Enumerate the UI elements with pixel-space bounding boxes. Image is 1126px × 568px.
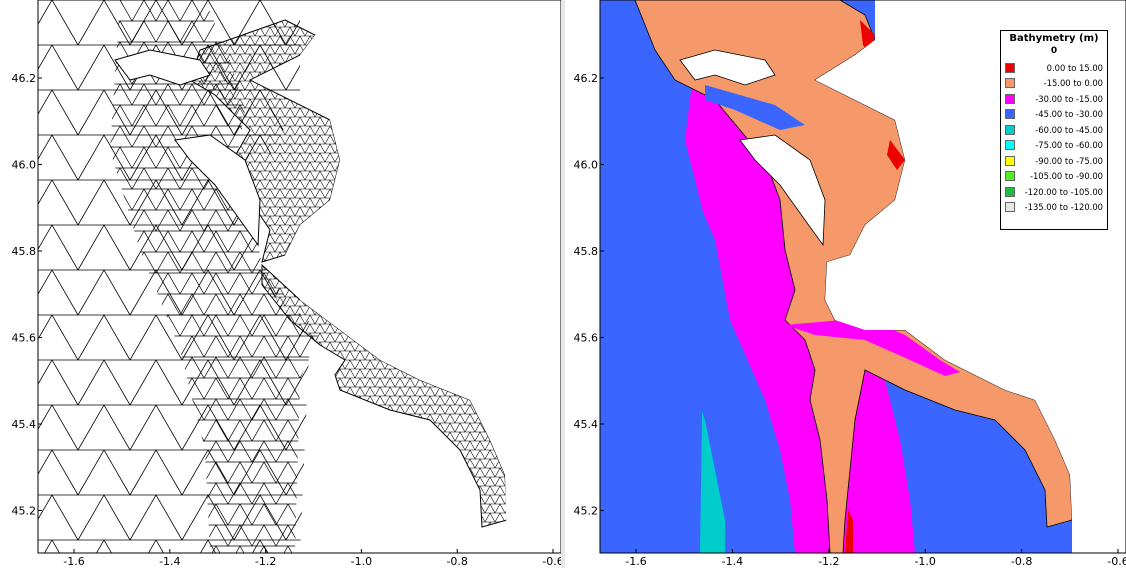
x-tick-label: -1.2 bbox=[255, 555, 276, 568]
y-tick-label: 45.4 bbox=[12, 418, 37, 431]
legend-title: Bathymetry (m) bbox=[1009, 33, 1099, 44]
y-tick-label: 45.6 bbox=[12, 332, 37, 345]
right-plot-frame bbox=[599, 0, 1126, 554]
magenta-channel bbox=[785, 318, 960, 376]
depth-zone-45-30 bbox=[600, 0, 705, 553]
x-tick-label: -1.2 bbox=[818, 555, 839, 568]
x-tick-label: -0.8 bbox=[1011, 555, 1032, 568]
x-tick-label: -0.6 bbox=[1107, 555, 1126, 568]
legend-item: -120.00 to -105.00 bbox=[1001, 184, 1107, 200]
y-tick-label: 45.4 bbox=[574, 418, 599, 431]
legend-items: 0.00 to 15.00 -15.00 to 0.00 -30.00 to -15… bbox=[1001, 60, 1107, 215]
x-tick-label: -0.6 bbox=[542, 555, 561, 568]
x-tick-label: -1.0 bbox=[351, 555, 372, 568]
x-tick-label: -1.4 bbox=[722, 555, 743, 568]
y-tick-label: 45.2 bbox=[574, 505, 599, 518]
y-tick-label: 45.8 bbox=[574, 245, 599, 258]
legend-swatch bbox=[1005, 78, 1015, 89]
legend-label: -45.00 to -30.00 bbox=[1035, 109, 1103, 120]
y-tick-label: 45.6 bbox=[574, 332, 599, 345]
mesh-panel: -1.6 -1.4 -1.2 -1.0 -0.8 -0.6 46.2 46.0 45.8 45.… bbox=[12, 0, 561, 568]
panel-separator bbox=[561, 0, 565, 568]
x-tick-label: -1.0 bbox=[914, 555, 935, 568]
left-y-axis: 46.2 46.0 45.8 45.6 45.4 45.2 bbox=[12, 72, 42, 518]
legend-label: -135.00 to -120.00 bbox=[1024, 202, 1103, 213]
island-re bbox=[114, 49, 211, 86]
x-tick-label: -1.4 bbox=[159, 555, 180, 568]
legend-swatch bbox=[1005, 93, 1015, 104]
legend-swatch bbox=[1005, 62, 1015, 73]
legend-item: -135.00 to -120.00 bbox=[1001, 200, 1107, 216]
legend-item: -60.00 to -45.00 bbox=[1001, 122, 1107, 138]
y-tick-label: 46.0 bbox=[12, 159, 37, 172]
legend-item: -75.00 to -60.00 bbox=[1001, 138, 1107, 154]
legend-item: -90.00 to -75.00 bbox=[1001, 153, 1107, 169]
land-area bbox=[285, 35, 561, 553]
legend-item: -105.00 to -90.00 bbox=[1001, 169, 1107, 185]
y-tick-label: 46.2 bbox=[12, 72, 37, 85]
legend-item: 0.00 to 15.00 bbox=[1001, 60, 1107, 76]
x-tick-label: -1.6 bbox=[63, 555, 84, 568]
legend-label: 0.00 to 15.00 bbox=[1046, 62, 1103, 73]
island-oleron bbox=[739, 134, 826, 247]
x-tick-label: -1.6 bbox=[625, 555, 646, 568]
x-tick-label: -0.8 bbox=[446, 555, 467, 568]
red-coast-3 bbox=[845, 510, 853, 553]
legend-swatch bbox=[1005, 140, 1015, 151]
y-tick-label: 46.0 bbox=[574, 159, 599, 172]
island-oleron bbox=[174, 134, 261, 247]
legend-label: -120.00 to -105.00 bbox=[1024, 186, 1103, 197]
legend-label: -15.00 to 0.00 bbox=[1043, 78, 1103, 89]
legend-swatch bbox=[1005, 186, 1015, 197]
right-y-axis: 46.2 46.0 45.8 45.6 45.4 45.2 bbox=[574, 72, 604, 518]
red-coast-2 bbox=[887, 140, 905, 170]
left-x-axis: -1.6 -1.4 -1.2 -1.0 -0.8 -0.6 bbox=[63, 549, 561, 568]
bathymetry-legend: Bathymetry (m) 0 0.00 to 15.00 -15.00 to … bbox=[1000, 30, 1108, 230]
legend-swatch bbox=[1005, 171, 1015, 182]
legend-item: -30.00 to -15.00 bbox=[1001, 91, 1107, 107]
legend-label: -60.00 to -45.00 bbox=[1035, 124, 1103, 135]
left-plot-frame bbox=[37, 0, 561, 554]
legend-swatch bbox=[1005, 155, 1015, 166]
legend-swatch bbox=[1005, 109, 1015, 120]
mesh-nearshore-region bbox=[110, 0, 320, 553]
y-tick-label: 46.2 bbox=[574, 72, 599, 85]
y-tick-label: 45.8 bbox=[12, 245, 37, 258]
mesh-estuary-region bbox=[189, 19, 341, 263]
legend-swatch bbox=[1005, 124, 1015, 135]
island-re bbox=[679, 49, 776, 86]
right-x-axis: -1.6 -1.4 -1.2 -1.0 -0.8 -0.6 bbox=[625, 549, 1126, 568]
y-tick-label: 45.2 bbox=[12, 505, 37, 518]
legend-label: -75.00 to -60.00 bbox=[1035, 140, 1103, 151]
legend-item: -15.00 to 0.00 bbox=[1001, 76, 1107, 92]
legend-swatch bbox=[1005, 202, 1015, 213]
magenta-inlet bbox=[705, 85, 805, 130]
legend-label: -105.00 to -90.00 bbox=[1029, 171, 1103, 182]
legend-item: -45.00 to -30.00 bbox=[1001, 107, 1107, 123]
mesh-domain bbox=[38, 0, 561, 553]
legend-label: -90.00 to -75.00 bbox=[1035, 155, 1103, 166]
legend-subtitle: 0 bbox=[1050, 46, 1058, 56]
legend-label: -30.00 to -15.00 bbox=[1035, 93, 1103, 104]
